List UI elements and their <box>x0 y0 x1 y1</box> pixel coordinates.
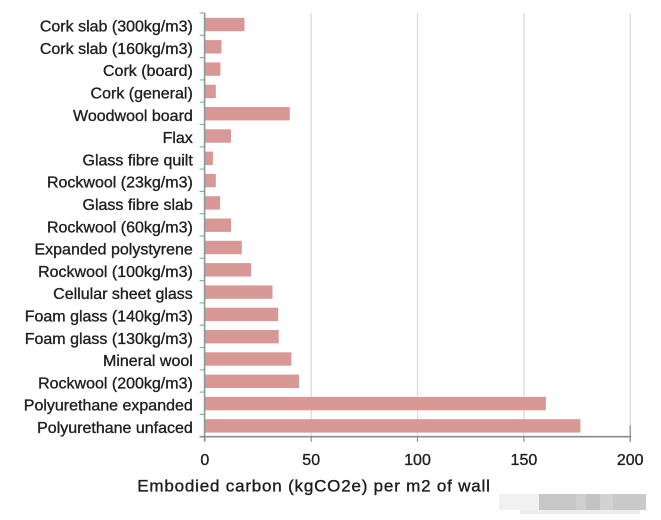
svg-text:50: 50 <box>302 452 320 469</box>
svg-text:200: 200 <box>617 452 644 469</box>
svg-text:Mineral wool: Mineral wool <box>103 353 193 370</box>
svg-text:Rockwool (60kg/m3): Rockwool (60kg/m3) <box>47 219 193 236</box>
svg-text:Cork (general): Cork (general) <box>91 86 193 103</box>
svg-text:Cork (board): Cork (board) <box>103 63 193 80</box>
svg-text:Rockwool (23kg/m3): Rockwool (23kg/m3) <box>47 175 193 192</box>
svg-text:Foam glass (130kg/m3): Foam glass (130kg/m3) <box>25 331 193 348</box>
svg-text:Flax: Flax <box>163 130 193 147</box>
svg-text:0: 0 <box>200 452 209 469</box>
svg-text:Cork slab (300kg/m3): Cork slab (300kg/m3) <box>40 19 193 36</box>
svg-text:Cellular sheet glass: Cellular sheet glass <box>53 286 193 303</box>
svg-text:Glass fibre slab: Glass fibre slab <box>83 197 193 214</box>
svg-text:150: 150 <box>511 452 538 469</box>
svg-text:100: 100 <box>404 452 431 469</box>
svg-text:Polyurethane expanded: Polyurethane expanded <box>24 398 193 415</box>
svg-text:Cork slab (160kg/m3): Cork slab (160kg/m3) <box>40 41 193 58</box>
svg-text:Glass fibre quilt: Glass fibre quilt <box>83 152 194 169</box>
svg-text:Foam glass (140kg/m3): Foam glass (140kg/m3) <box>25 309 193 326</box>
svg-text:Expanded polystyrene: Expanded polystyrene <box>34 242 192 259</box>
svg-text:Woodwool board: Woodwool board <box>73 108 193 125</box>
svg-text:Rockwool (200kg/m3): Rockwool (200kg/m3) <box>38 375 193 392</box>
svg-text:Embodied carbon (kgCO2e) per m: Embodied carbon (kgCO2e) per m2 of wall <box>137 477 490 496</box>
svg-text:Rockwool (100kg/m3): Rockwool (100kg/m3) <box>38 264 193 281</box>
svg-text:Polyurethane unfaced: Polyurethane unfaced <box>37 420 193 437</box>
